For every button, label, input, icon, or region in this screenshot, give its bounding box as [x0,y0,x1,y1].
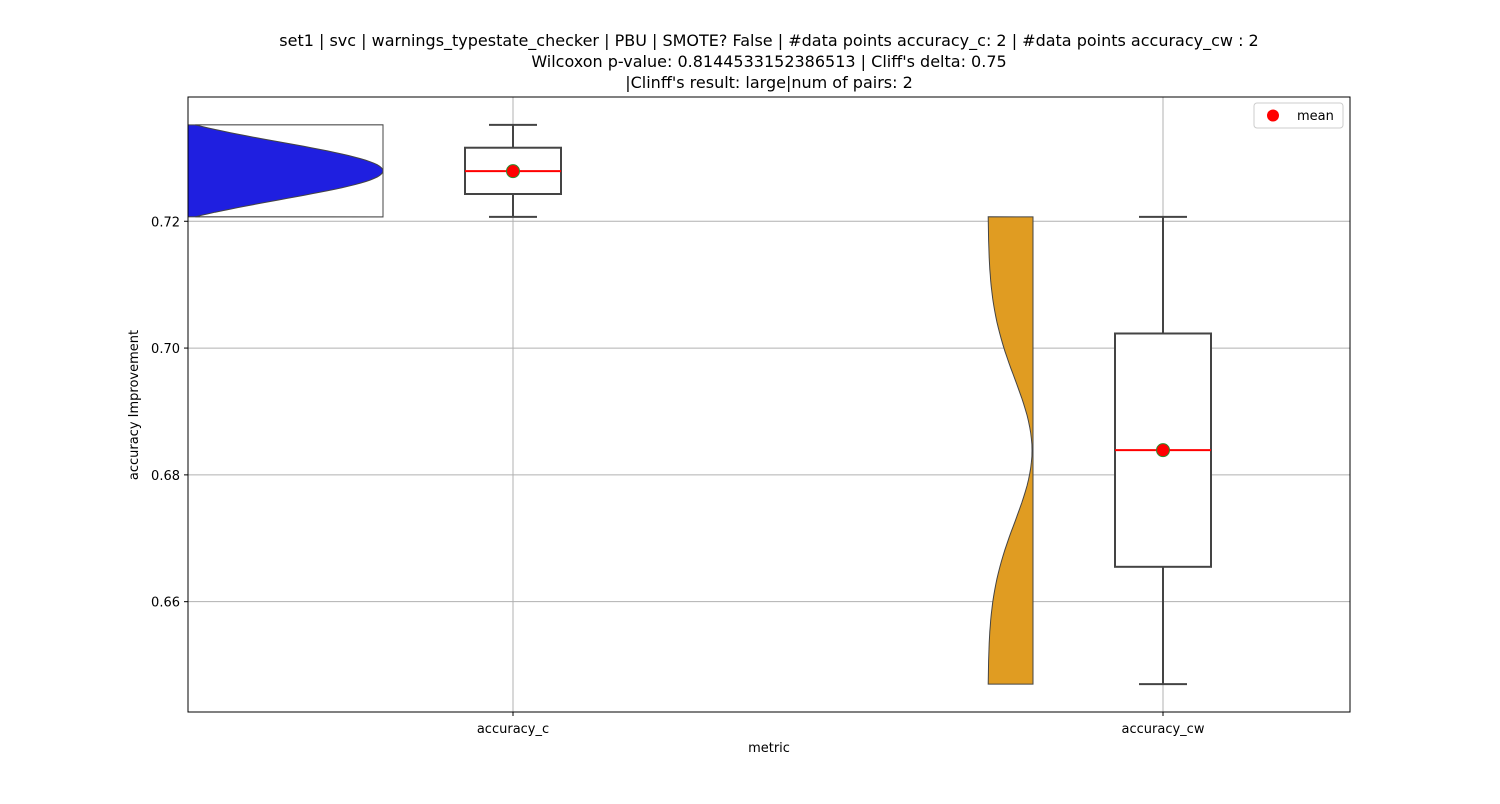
violin-accuracy_c-inner [195,124,384,218]
legend-mean-label: mean [1297,109,1334,124]
x-tick-label: accuracy_cw [1122,722,1205,737]
legend: mean [1253,102,1344,129]
y-axis-label: accuracy Improvement [127,330,142,480]
y-axis-ticks: 0.66 0.68 0.70 0.72 [151,215,188,611]
x-axis-ticks: accuracy_c accuracy_cw [477,712,1205,737]
legend-mean-marker [1267,109,1279,122]
x-tick-label: accuracy_c [477,722,549,737]
y-tick-label: 0.66 [151,596,180,611]
chart-title: set1 | svc | warnings_typestate_checker … [279,31,1258,92]
mean-marker [1156,443,1170,458]
y-tick-label: 0.72 [151,215,180,230]
y-tick-label: 0.70 [151,342,180,357]
title-line-1: set1 | svc | warnings_typestate_checker … [279,31,1258,51]
mean-marker [506,164,520,179]
x-axis-label: metric [748,741,790,756]
y-tick-label: 0.68 [151,469,180,484]
title-line-2: Wilcoxon p-value: 0.8144533152386513 | C… [531,52,1006,71]
legend-box [1253,102,1344,129]
plot-frame [187,96,1351,713]
violin-accuracy_cw [987,216,1034,685]
violins [188,124,1034,685]
boxplots [464,123,1212,686]
title-line-3: |Clinff's result: large|num of pairs: 2 [625,73,913,92]
